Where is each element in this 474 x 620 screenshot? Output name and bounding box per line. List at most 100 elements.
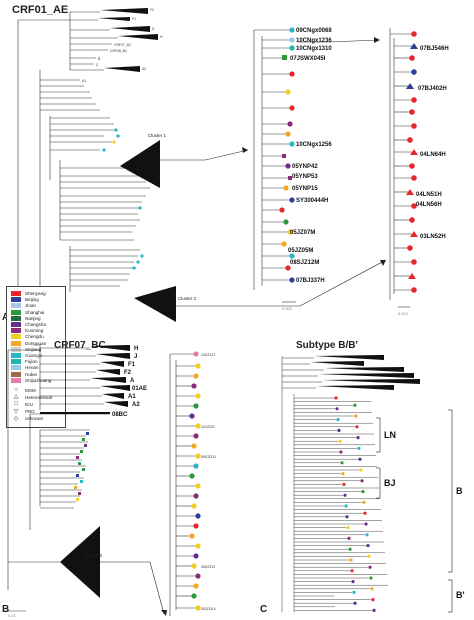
legend-swatch [11, 334, 21, 340]
legend-risk-item: ◇ unknown [11, 415, 44, 422]
legend-swatch [11, 371, 21, 377]
svg-text:F2: F2 [150, 8, 154, 12]
panel-a-letter: A [2, 312, 9, 323]
zoom1-tip-labels: 09CNgx0068 10CNgx1236 10CNgx1310 07JSWX0… [288, 28, 332, 284]
svg-text:H: H [160, 35, 163, 39]
svg-text:09CNgx0068: 09CNgx0068 [296, 28, 332, 34]
tip-marker [363, 511, 367, 515]
legend-risk-label: Heterosexual [25, 394, 53, 400]
tip-marker [359, 468, 363, 472]
tip-marker [368, 565, 372, 569]
cluster-3-label: Cluster 3 [84, 553, 103, 558]
legend-swatch [11, 309, 21, 315]
legend-swatch [11, 377, 21, 383]
cluster-3-wedge [60, 526, 100, 598]
legend-city-item: Shenyang [11, 291, 46, 296]
legend-city-item: Guangxi [11, 353, 42, 358]
panel-b-top-tip: 10GZ121 [201, 353, 215, 357]
cluster-1-label: Cluster 1 [148, 133, 167, 138]
panel-b-scale: 0.01 [8, 613, 17, 618]
legend-risk-label: unknown [25, 416, 44, 422]
tip-marker [372, 608, 376, 612]
cluster-3-markers [189, 351, 201, 611]
legend-city-label: Shenyang [25, 291, 46, 296]
group-bj-label: BJ [384, 478, 396, 488]
panel-a-main-tree: F2 F1 D H CRF07_BC CRF08_BC B C A2 A1 Cl… [12, 8, 449, 325]
legend-city-item: Beijing [11, 297, 39, 303]
tip-marker [350, 569, 354, 573]
svg-text:07JSWX045I: 07JSWX045I [290, 56, 326, 62]
svg-text:A2: A2 [132, 402, 140, 408]
svg-text:H: H [134, 346, 138, 352]
svg-text:D: D [152, 27, 155, 31]
svg-text:01AE: 01AE [132, 386, 147, 392]
panel-a-scale-zoom1: 0.002 [282, 306, 293, 311]
panel-c-title: Subtype B/B' [296, 340, 358, 351]
legend-city-label: Dongguan [25, 340, 47, 346]
panel-b-letter: B [2, 604, 10, 615]
tip-marker [360, 479, 364, 483]
legend-risk-label: MSM [25, 387, 36, 393]
panel-b-title: CRF07_BC [54, 340, 106, 351]
legend-city-label: Beijing [25, 297, 39, 303]
legend-city-label: Hubei [25, 371, 38, 377]
tip-marker [353, 403, 357, 407]
triangle-icon: △ [13, 394, 19, 401]
legend-swatch [11, 322, 21, 327]
panel-c-branches [294, 396, 388, 612]
diamond-icon: ◇ [13, 415, 19, 422]
tip-marker [356, 436, 360, 440]
tip-marker [343, 493, 347, 497]
panel-a-legend: Shenyang Beijing Jinan Shanghai Nanjing Chang… [6, 286, 66, 428]
svg-text:07BJ402H: 07BJ402H [418, 86, 447, 92]
tip-marker [355, 425, 359, 429]
zoom2-tip-labels: 07BJ546H 07BJ402H 04LN64H 04LN51H 04LN56… [416, 46, 449, 240]
tip-marker [348, 547, 352, 551]
svg-text:04LN64H: 04LN64H [420, 152, 446, 158]
cluster-1-wedge [120, 140, 160, 188]
tip-marker [361, 490, 365, 494]
svg-text:03LN52H: 03LN52H [420, 234, 446, 240]
legend-risk-item: □ IDU [11, 401, 33, 407]
tip-marker [367, 554, 371, 558]
legend-city-label: Nanjing [25, 315, 41, 321]
tip-marker [336, 418, 340, 422]
legend-city-label: Henan [25, 365, 39, 371]
svg-text:05JZ05M: 05JZ05M [288, 248, 313, 254]
group-ln-label: LN [384, 430, 396, 440]
tip-marker [352, 590, 356, 594]
tip-marker [346, 526, 350, 530]
zoom2-markers [406, 31, 418, 293]
tip-marker [366, 544, 370, 548]
legend-swatch [11, 303, 21, 309]
panel-b-mid-tip: 11GZ221 [201, 425, 215, 429]
legend-city-item: Chengdu [11, 334, 44, 340]
svg-text:05YNP42: 05YNP42 [292, 164, 318, 170]
legend-city-label: Jinan [25, 303, 36, 309]
legend-city-item: Hubei [11, 371, 38, 377]
tip-marker [365, 533, 369, 537]
panel-c-tree: LN BJ B B' [281, 355, 465, 613]
legend-city-item: Kunming [11, 328, 43, 334]
legend-risk-item: ○ MSM [11, 387, 36, 393]
svg-text:C: C [96, 63, 99, 67]
group-bprime-label: B' [456, 590, 465, 600]
legend-city-label: Changsha [25, 322, 46, 327]
svg-text:08SJZ12M: 08SJZ12M [290, 260, 319, 266]
svg-text:F1: F1 [132, 17, 136, 21]
legend-city-item: Jinan [11, 303, 36, 309]
legend-swatch [11, 359, 21, 365]
tip-marker [349, 558, 353, 562]
svg-text:10CNgx1256: 10CNgx1256 [296, 142, 332, 148]
panel-b-bottom-tip: 05JZ1114 [201, 607, 216, 611]
legend-city-label: Xinjiang [25, 346, 42, 352]
svg-text:10CNgx1236: 10CNgx1236 [296, 38, 332, 44]
panel-a-outgroup-labels: F2 F1 D H CRF07_BC CRF08_BC B C A2 A1 [82, 8, 163, 83]
legend-city-label: Shanghai [25, 309, 45, 315]
svg-text:A1: A1 [82, 79, 86, 83]
svg-text:B: B [98, 57, 101, 61]
legend-risk-label: IDU [25, 401, 33, 407]
legend-city-item: Fujian [11, 359, 38, 365]
legend-city-item: Shanghai [11, 309, 45, 315]
